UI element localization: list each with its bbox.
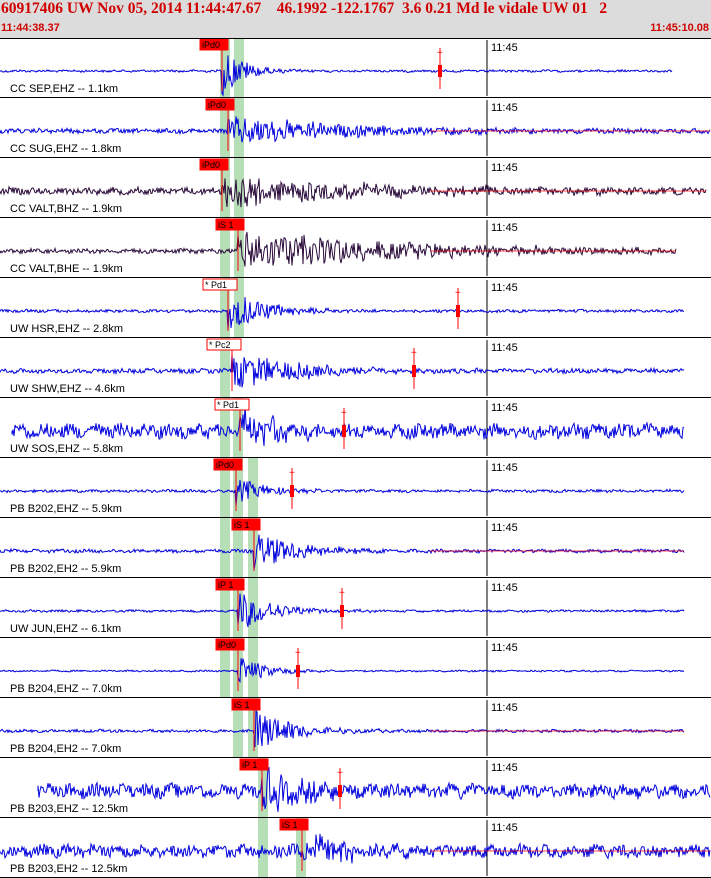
coda-marker-bar [338,785,342,797]
pick-label: * Pd1 [217,400,239,410]
minute-label: 11:45 [491,762,518,774]
coda-plus: + [337,768,343,779]
pick-flag [279,818,309,831]
waveform [0,297,685,331]
pick-flag [215,218,245,231]
coda-marker-bar [412,365,416,377]
pick-flag [214,398,250,411]
coda-marker-bar [296,665,300,677]
waveform [0,479,685,507]
minute-label: 11:45 [491,42,518,54]
minute-label: 11:45 [491,162,518,174]
pick-label: iPd0 [202,160,220,170]
station-label: PB B204,EH2 -- 7.0km [10,743,121,755]
station-label: CC VALT,BHZ -- 1.9km [10,203,122,215]
pick-label: iS 1 [234,700,250,710]
pick-flag [206,338,242,351]
coda-plus: + [289,468,295,479]
pick-label: * Pc2 [209,340,231,350]
pick-flag [239,758,269,771]
pick-flag [231,518,261,531]
station-label: PB B202,EH2 -- 5.9km [10,563,121,575]
coda-plus: + [411,348,417,359]
coda-marker-bar [290,485,294,497]
pick-flag [215,638,245,651]
pick-label: iPd0 [208,100,226,110]
coda-plus: + [437,48,443,59]
waveform [0,708,685,748]
station-label: PB B203,EH2 -- 12.5km [10,863,127,875]
minute-label: 11:45 [491,462,518,474]
pick-label: iPd0 [218,640,236,650]
minute-label: 11:45 [491,102,518,114]
event-title: 60917406 UW Nov 05, 2014 11:44:47.67 46.… [1,0,608,17]
analysis-window-0 [220,38,230,698]
pick-flag [213,458,243,471]
waveform [11,404,685,447]
coda-plus: + [295,648,301,659]
window-start-time: 11:44:38.37 [1,22,60,34]
minute-label: 11:45 [491,522,518,534]
event-header: 60917406 UW Nov 05, 2014 11:44:47.67 46.… [0,0,711,38]
waveform [0,534,685,570]
coda-marker-bar [456,305,460,317]
window-end-time: 11:45:10.08 [650,22,709,34]
minute-label: 11:45 [491,402,518,414]
station-label: UW SOS,EHZ -- 5.8km [10,443,123,455]
waveform [0,833,711,864]
station-label: PB B204,EHZ -- 7.0km [10,683,122,695]
coda-marker-bar [342,425,346,437]
coda-plus: + [339,588,345,599]
waveform [37,766,711,812]
coda-plus: + [455,288,461,299]
station-label: CC SEP,EHZ -- 1.1km [10,83,118,95]
station-label: PB B202,EHZ -- 5.9km [10,503,122,515]
waveform [0,658,685,684]
analysis-window-1 [234,38,244,338]
waveform [0,232,677,267]
pick-flag [199,158,229,171]
pick-label: iPd0 [216,460,234,470]
pick-label: iP 1 [218,580,233,590]
minute-label: 11:45 [491,342,518,354]
coda-marker-bar [340,605,344,617]
seismogram-panel[interactable]: 11:45 iPd0 + CC SEP,EHZ -- 1.1km 11:45 iPd0 CC… [0,38,711,878]
pick-flag [202,278,238,291]
station-label: UW HSR,EHZ -- 2.8km [10,323,123,335]
pick-label: iS 1 [234,520,250,530]
pick-label: iPd0 [202,40,220,50]
minute-label: 11:45 [491,642,518,654]
pick-flag [205,98,235,111]
minute-label: 11:45 [491,282,518,294]
pick-label: iP 1 [242,760,257,770]
pick-label: iS 1 [218,220,234,230]
minute-label: 11:45 [491,222,518,234]
waveform [0,55,673,97]
minute-label: 11:45 [491,822,518,834]
minute-label: 11:45 [491,582,518,594]
station-label: UW SHW,EHZ -- 4.6km [10,383,125,395]
analysis-window-5 [296,818,306,878]
station-label: UW JUN,EHZ -- 6.1km [10,623,121,635]
pick-flag [231,698,261,711]
station-label: CC SUG,EHZ -- 1.8km [10,143,121,155]
coda-plus: + [341,408,347,419]
coda-marker-bar [438,65,442,77]
station-label: PB B203,EHZ -- 12.5km [10,803,128,815]
pick-flag [215,578,245,591]
station-label: CC VALT,BHE -- 1.9km [10,263,123,275]
minute-label: 11:45 [491,702,518,714]
waveform [0,354,685,388]
pick-label: * Pd1 [205,280,227,290]
pick-label: iS 1 [282,820,298,830]
waveform [0,116,711,143]
